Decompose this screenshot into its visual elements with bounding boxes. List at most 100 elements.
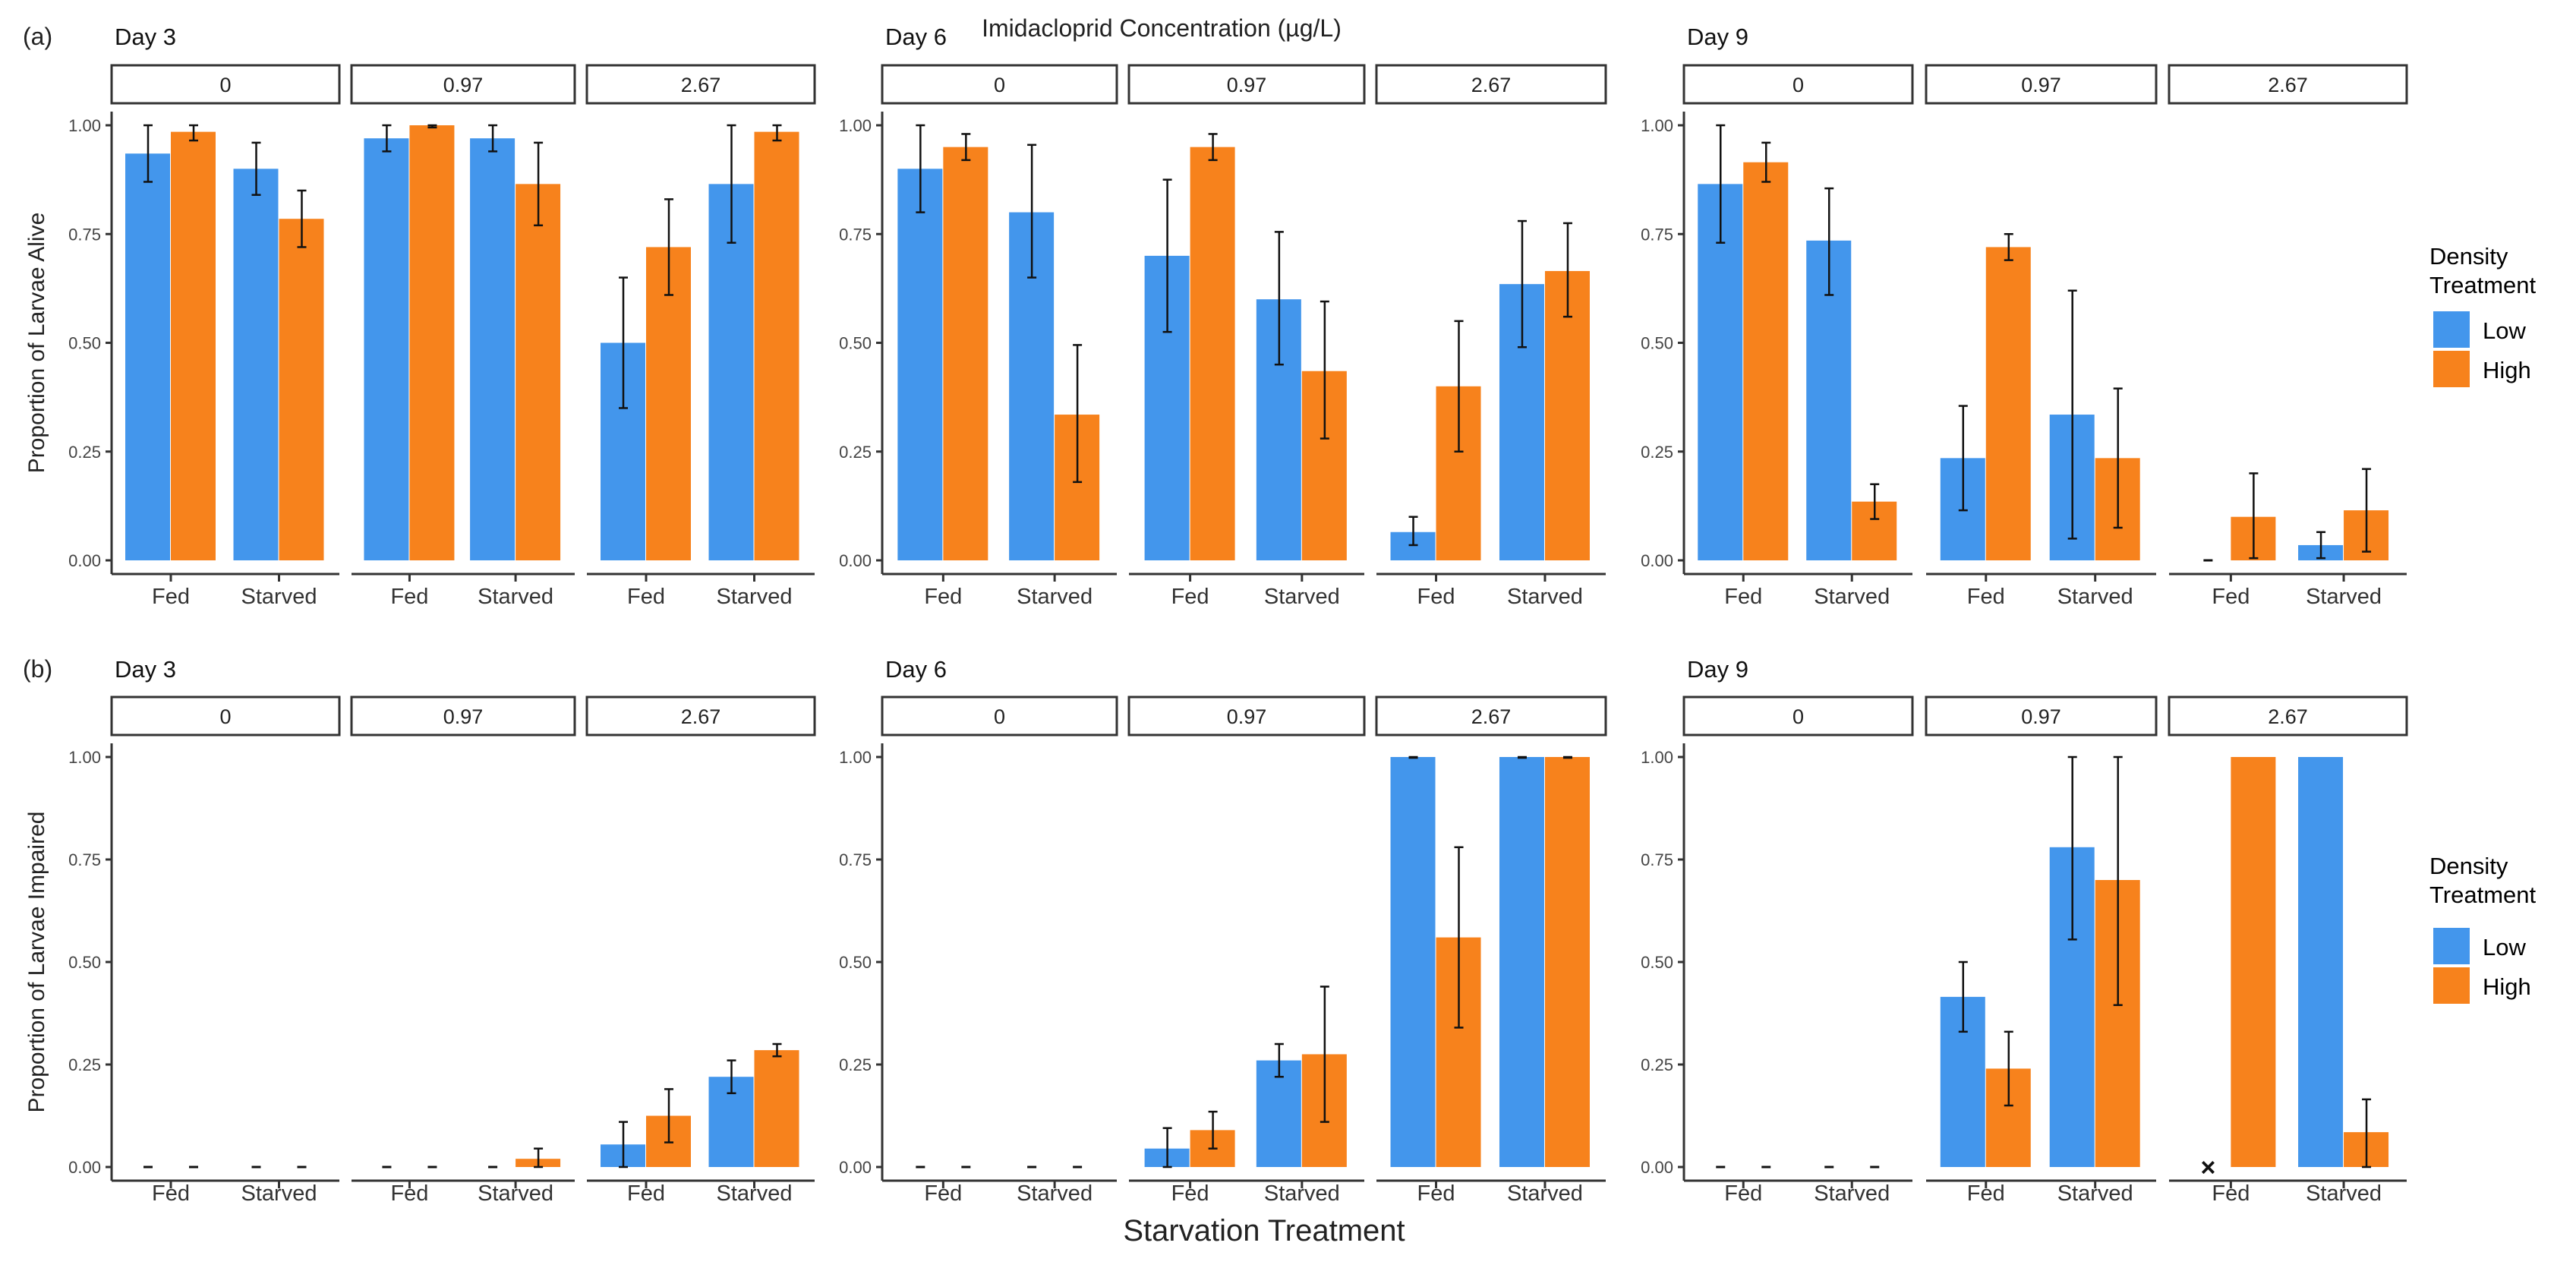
x-tick-label: Starved [241,585,317,609]
y-tick-label: 0.25 [1641,443,1673,462]
legend-title-line1: Density [2429,853,2508,879]
facet-strip-label: 0.97 [2021,705,2061,728]
bar-high [1544,270,1590,560]
x-tick-label: Starved [1507,1181,1583,1206]
panel-a: (a) Proportion of Larvae Alive Day 3 0.00 0.… [23,23,2408,609]
y-tick-label: 0.75 [1641,850,1673,869]
bar-low [2298,757,2344,1167]
y-tick-label: 0.75 [839,850,872,869]
legend-label-high: High [2483,357,2531,383]
x-tick-label: Fed [390,585,428,609]
legend-label-high: High [2483,973,2531,1000]
facet-strip-label: 2.67 [681,74,721,96]
legend-swatch-high [2433,351,2470,387]
y-axis-title: Proportion of Larvae Impaired [24,812,49,1113]
y-tick-label: 0.50 [68,334,101,353]
x-tick-label: Fed [2212,1181,2250,1206]
bar-low [470,138,516,560]
y-tick-label: 0.50 [839,953,872,972]
facet-strip [1925,696,2158,737]
x-tick-label: Starved [1814,1181,1890,1206]
bar-low [897,169,943,561]
bar-low [233,169,279,561]
y-tick-label: 0.00 [68,551,101,570]
x-tick-label: Starved [1264,585,1340,609]
facet: 0 Fed Starved [881,64,1118,609]
facet-strip [2168,64,2408,105]
y-tick-label: 0.50 [839,334,872,353]
legend-bottom: Density Treatment Low High [2429,853,2537,1004]
y-tick-label: 0.75 [68,850,101,869]
facet-strip-label: 0.97 [443,705,484,728]
x-tick-label: Starved [2306,585,2382,609]
y-tick-label: 0.25 [68,443,101,462]
bar-low [1698,184,1743,561]
bar-high [1544,757,1590,1167]
bar-high [516,184,561,561]
bar-low [364,138,409,560]
x-tick-label: Starved [1814,585,1890,609]
panel-b: (b) Proportion of Larvae Impaired Day 3 0.0… [23,655,2408,1206]
x-tick-label: Fed [627,585,665,609]
x-tick-label: Starved [1017,585,1093,609]
facet-strip [1925,64,2158,105]
facet: 0.97 Fed Starved [1127,64,1366,609]
y-tick-label: 0.00 [1641,1158,1673,1177]
facet: 2.67 Fed Starved [1375,64,1607,609]
facet-strip-label: 0 [219,74,231,96]
legend-label-low: Low [2483,317,2526,344]
facet: 2.67 Fed Starved [2168,64,2408,609]
bar-low [1256,1060,1301,1167]
bar-high [1985,247,2031,560]
facet-strip-label: 0 [994,705,1005,728]
bar-high [1743,162,1789,560]
x-tick-label: Fed [1724,585,1762,609]
legend-title-line2: Treatment [2429,272,2537,298]
y-tick-label: 0.00 [839,551,872,570]
facet-strip-label: 2.67 [681,705,721,728]
bar-low [1390,757,1436,1167]
x-tick-label: Fed [627,1181,665,1206]
facet-strip-label: 0 [1792,705,1804,728]
facet: 2.67 Fed× Starved [2168,696,2408,1206]
y-tick-label: 0.25 [1641,1055,1673,1074]
facet: 0 Fed Starved [110,64,341,609]
x-tick-label: Starved [2306,1181,2382,1206]
bar-high [943,147,988,560]
facet: 0 Fed Starved [1682,64,1914,609]
bar-high [2231,757,2276,1167]
facet: 2.67 Fed Starved [585,64,816,609]
day-title: Day 3 [115,656,176,683]
x-tick-label: Fed [2212,585,2250,609]
x-tick-label: Fed [152,585,190,609]
facet-strip [585,696,816,737]
facet-strip-label: 2.67 [2268,74,2308,96]
facet-strip [881,696,1118,737]
facet: 0 Fed Starved [1682,696,1914,1206]
y-tick-label: 1.00 [839,748,872,767]
facet-strip-label: 0.97 [2021,74,2061,96]
x-tick-label: Starved [717,1181,793,1206]
bar-high [754,1050,799,1167]
panel-label: (b) [23,655,52,683]
facet-strip-label: 0.97 [1227,74,1267,96]
day-title: Day 9 [1687,656,1748,683]
bar-high [646,247,691,560]
bar-low [1499,757,1544,1167]
facet-strip [1127,64,1366,105]
facet-strip-label: 2.67 [1471,74,1512,96]
x-tick-label: Fed [390,1181,428,1206]
facet-strip [585,64,816,105]
facet-strip [1127,696,1366,737]
x-tick-label: Fed [1724,1181,1762,1206]
facet-strip [350,64,576,105]
bar-low [708,184,754,561]
bar-low [125,153,170,560]
facet-strip [881,64,1118,105]
y-tick-label: 1.00 [1641,116,1673,135]
facet-strip-label: 0 [219,705,231,728]
day-title: Day 9 [1687,24,1748,50]
